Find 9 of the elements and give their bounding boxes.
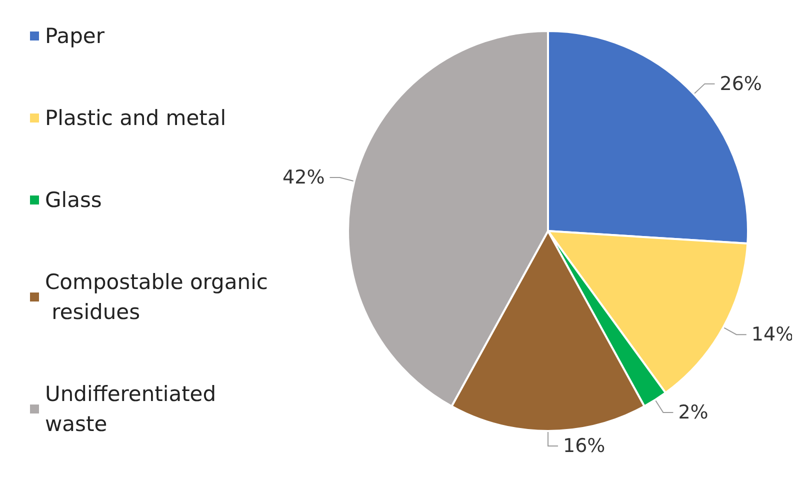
- legend-label: Paper: [45, 24, 105, 48]
- legend-label: Glass: [45, 188, 102, 212]
- legend-label: Undifferentiated waste: [45, 382, 223, 436]
- data-label: 26%: [720, 72, 762, 95]
- data-label: 42%: [282, 166, 325, 189]
- legend-label: Compostable organic residues: [45, 270, 268, 324]
- data-label: 2%: [678, 402, 708, 424]
- legend-label: Plastic and metal: [45, 106, 226, 130]
- data-label: 16%: [563, 435, 606, 457]
